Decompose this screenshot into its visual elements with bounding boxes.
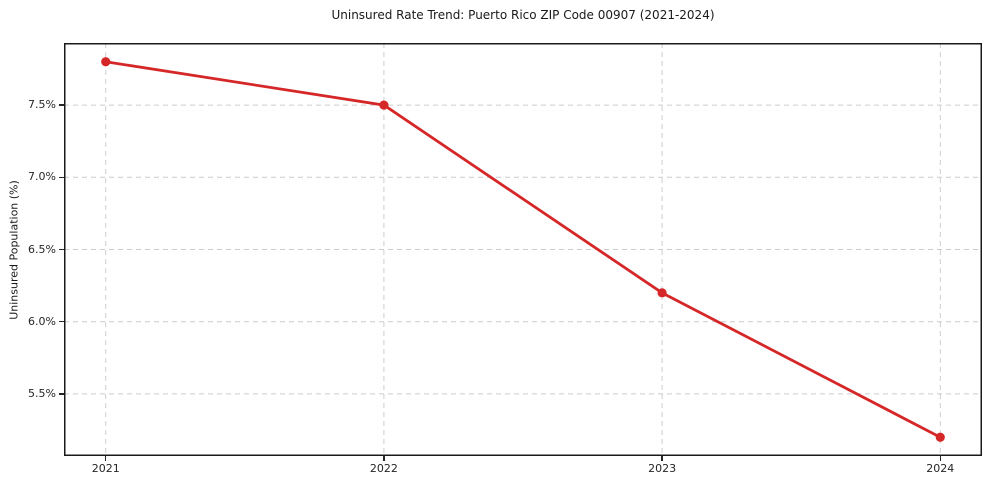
- y-tick-mark: [59, 393, 64, 395]
- chart-title: Uninsured Rate Trend: Puerto Rico ZIP Co…: [331, 8, 715, 22]
- data-point-2022: [379, 100, 389, 110]
- y-tick-label: 5.5%: [28, 386, 56, 400]
- x-tick-mark: [105, 456, 107, 461]
- data-point-2021: [101, 57, 111, 67]
- y-tick-mark: [59, 104, 64, 106]
- trend-line: [104, 60, 942, 439]
- x-tick-mark: [661, 456, 663, 461]
- x-tick-label: 2021: [91, 462, 120, 475]
- axes-frame: [64, 43, 982, 456]
- data-point-2023: [657, 288, 667, 298]
- y-tick-mark: [59, 176, 64, 178]
- y-axis-label: Uninsured Population (%): [7, 180, 21, 320]
- x-tick-mark: [383, 456, 385, 461]
- x-tick-label: 2023: [648, 462, 677, 475]
- y-tick-label: 7.0%: [28, 170, 56, 184]
- y-tick-mark: [59, 321, 64, 323]
- x-tick-label: 2024: [926, 462, 955, 475]
- plot-area: [64, 43, 982, 456]
- y-tick-mark: [59, 248, 64, 251]
- x-tick-label: 2022: [369, 462, 398, 475]
- y-tick-label: 7.5%: [28, 98, 56, 112]
- data-point-2024: [935, 432, 945, 442]
- y-tick-label: 6.0%: [28, 314, 56, 328]
- y-tick-label: 6.5%: [28, 242, 56, 256]
- x-tick-mark: [939, 456, 941, 461]
- trend-line-chart: [64, 43, 982, 456]
